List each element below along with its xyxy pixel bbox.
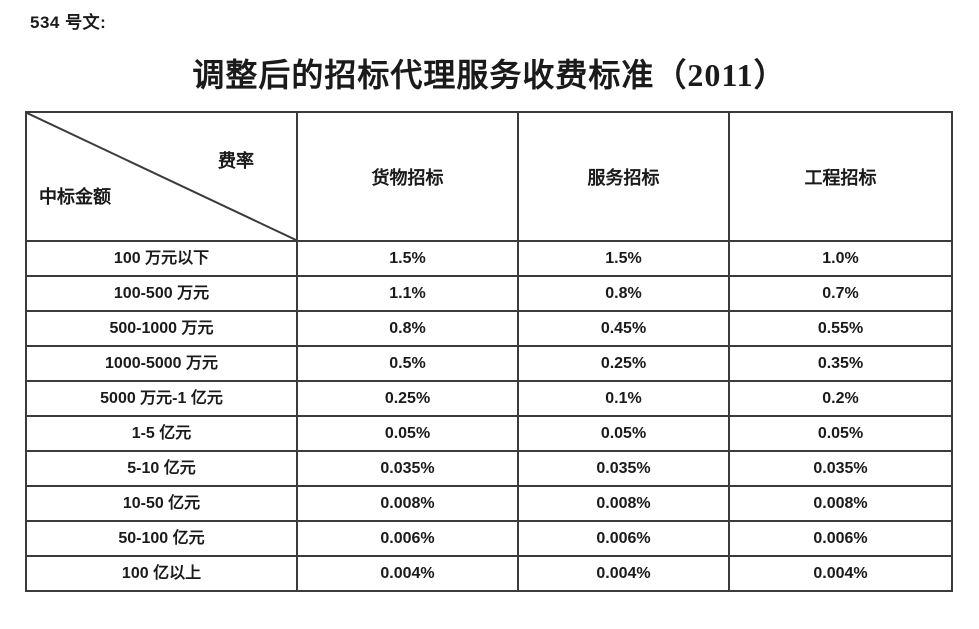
doc-number-label: 534 号文: — [30, 13, 107, 32]
column-header-goods-bidding: 货物招标 — [296, 111, 519, 242]
fee-rate-cell: 0.8% — [296, 310, 519, 347]
fee-rate-cell: 0.5% — [296, 345, 519, 382]
fee-rate-cell: 0.004% — [728, 555, 953, 592]
bid-amount-cell: 100 亿以上 — [25, 555, 298, 592]
fee-rate-cell: 0.35% — [728, 345, 953, 382]
bid-amount-cell: 100-500 万元 — [25, 275, 298, 312]
fee-rate-cell: 0.2% — [728, 380, 953, 417]
fee-rate-cell: 1.5% — [517, 240, 730, 277]
fee-rate-cell: 0.25% — [517, 345, 730, 382]
fee-rate-cell: 0.008% — [728, 485, 953, 522]
fee-rate-cell: 0.45% — [517, 310, 730, 347]
fee-rate-cell: 0.7% — [728, 275, 953, 312]
table-row: 5000 万元-1 亿元 0.25% 0.1% 0.2% — [25, 380, 953, 417]
corner-label-bid-amount: 中标金额 — [39, 187, 111, 207]
fee-rate-cell: 0.25% — [296, 380, 519, 417]
table-row: 1-5 亿元 0.05% 0.05% 0.05% — [25, 415, 953, 452]
column-header-engineering-bidding: 工程招标 — [728, 111, 953, 242]
fee-rate-cell: 0.035% — [517, 450, 730, 487]
diagonal-corner-cell: 费率 中标金额 — [25, 111, 298, 242]
fee-rate-cell: 0.8% — [517, 275, 730, 312]
fee-rate-cell: 0.035% — [728, 450, 953, 487]
fee-rate-cell: 0.035% — [296, 450, 519, 487]
fee-rate-cell: 0.008% — [296, 485, 519, 522]
fee-rate-cell: 0.006% — [296, 520, 519, 557]
table-row: 5-10 亿元 0.035% 0.035% 0.035% — [25, 450, 953, 487]
fee-rate-cell: 0.1% — [517, 380, 730, 417]
bid-amount-cell: 50-100 亿元 — [25, 520, 298, 557]
table-header: 费率 中标金额 货物招标 服务招标 工程招标 — [25, 111, 953, 242]
bid-amount-cell: 10-50 亿元 — [25, 485, 298, 522]
table-row: 10-50 亿元 0.008% 0.008% 0.008% — [25, 485, 953, 522]
fee-rate-cell: 1.5% — [296, 240, 519, 277]
fee-rate-cell: 0.008% — [517, 485, 730, 522]
bid-amount-cell: 1000-5000 万元 — [25, 345, 298, 382]
fee-rate-cell: 1.1% — [296, 275, 519, 312]
fee-rate-cell: 0.004% — [517, 555, 730, 592]
fee-standard-table: 费率 中标金额 货物招标 服务招标 工程招标 100 万元以下 1.5% 1.5% 1… — [25, 111, 953, 592]
fee-rate-cell: 0.006% — [728, 520, 953, 557]
header-row: 费率 中标金额 货物招标 服务招标 工程招标 — [25, 111, 953, 242]
fee-rate-cell: 0.05% — [728, 415, 953, 452]
fee-rate-cell: 0.05% — [517, 415, 730, 452]
page-title: 调整后的招标代理服务收费标准（2011） — [192, 57, 787, 93]
table-row: 100 万元以下 1.5% 1.5% 1.0% — [25, 240, 953, 277]
bid-amount-cell: 5000 万元-1 亿元 — [25, 380, 298, 417]
table-row: 500-1000 万元 0.8% 0.45% 0.55% — [25, 310, 953, 347]
table-row: 50-100 亿元 0.006% 0.006% 0.006% — [25, 520, 953, 557]
fee-rate-cell: 0.05% — [296, 415, 519, 452]
fee-rate-cell: 0.004% — [296, 555, 519, 592]
bid-amount-cell: 500-1000 万元 — [25, 310, 298, 347]
corner-label-fee-rate: 费率 — [218, 151, 254, 171]
fee-table-body: 100 万元以下 1.5% 1.5% 1.0% 100-500 万元 1.1% 0.8% 0.… — [25, 240, 953, 592]
column-header-service-bidding: 服务招标 — [517, 111, 730, 242]
bid-amount-cell: 5-10 亿元 — [25, 450, 298, 487]
diagonal-divider-line — [27, 113, 296, 240]
table-row: 100-500 万元 1.1% 0.8% 0.7% — [25, 275, 953, 312]
bid-amount-cell: 100 万元以下 — [25, 240, 298, 277]
table-row: 100 亿以上 0.004% 0.004% 0.004% — [25, 555, 953, 592]
fee-rate-cell: 0.55% — [728, 310, 953, 347]
fee-rate-cell: 0.006% — [517, 520, 730, 557]
fee-rate-cell: 1.0% — [728, 240, 953, 277]
table-row: 1000-5000 万元 0.5% 0.25% 0.35% — [25, 345, 953, 382]
bid-amount-cell: 1-5 亿元 — [25, 415, 298, 452]
